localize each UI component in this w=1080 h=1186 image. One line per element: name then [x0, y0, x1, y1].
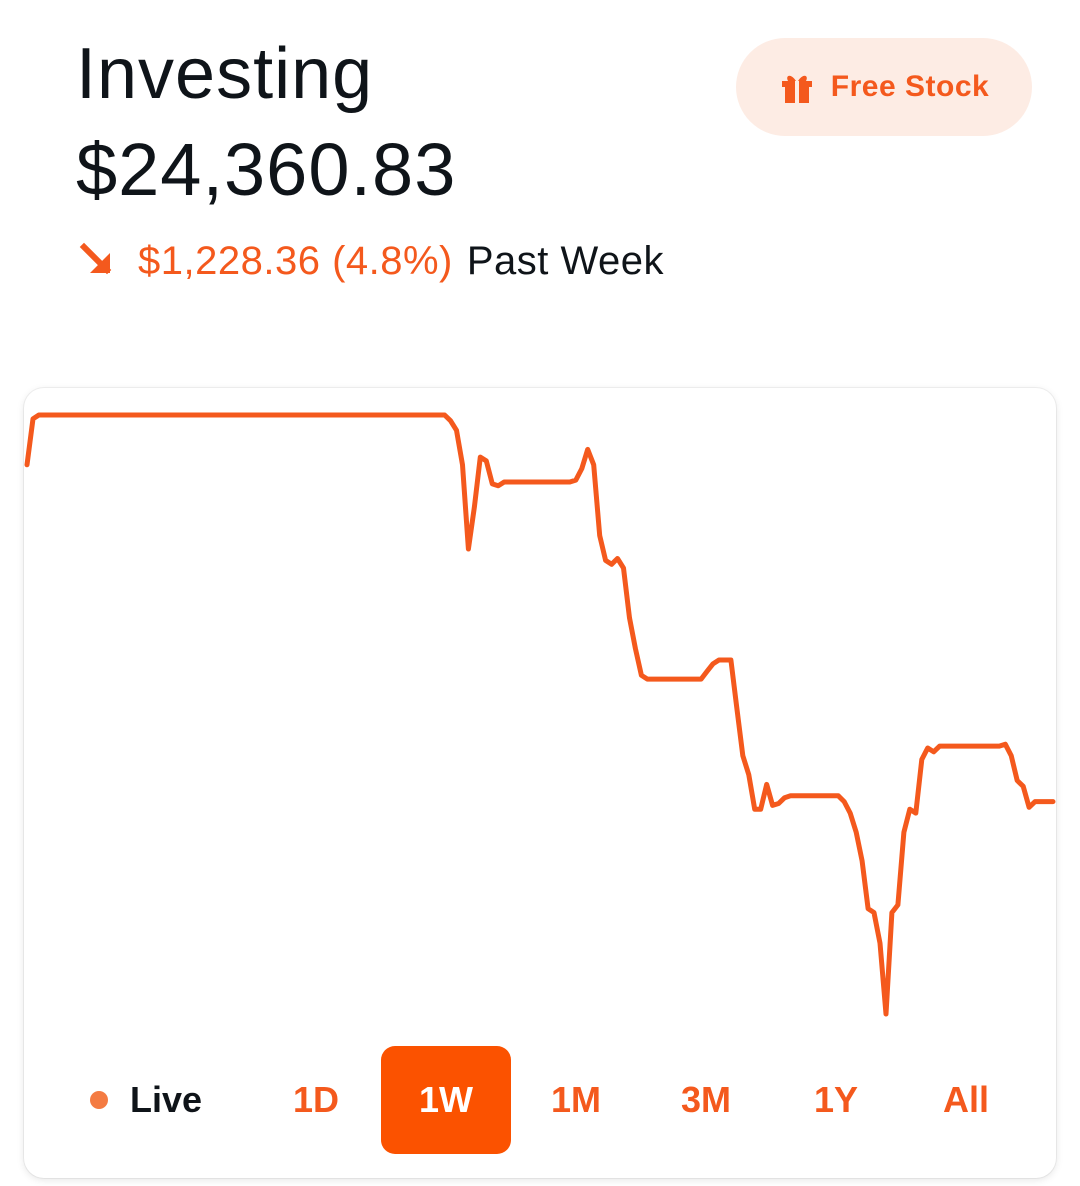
change-amount: $1,228.36 (4.8%) [138, 239, 453, 283]
range-1d-button[interactable]: 1D [292, 1079, 340, 1120]
portfolio-value-line [24, 412, 1056, 1017]
free-stock-button[interactable]: Free Stock [736, 38, 1032, 136]
range-1m-button[interactable]: 1M [550, 1079, 601, 1120]
time-range-selector: Live 1D 1W 1M 3M 1Y All [24, 1046, 1056, 1154]
performance-change: $1,228.36 (4.8%) Past Week [76, 236, 664, 286]
gift-icon [779, 69, 815, 105]
change-period: Past Week [466, 239, 665, 283]
live-dot-icon [90, 1091, 108, 1109]
portfolio-balance: $24,360.83 [76, 128, 457, 211]
range-3m-button[interactable]: 3M [680, 1079, 731, 1120]
range-1y-button[interactable]: 1Y [813, 1079, 859, 1120]
portfolio-header: Investing $24,360.83 $1,228.36 (4.8%) Pa… [76, 30, 1056, 290]
free-stock-label: Free Stock [830, 70, 990, 103]
portfolio-line-chart[interactable] [24, 388, 1056, 1048]
live-label: Live [130, 1079, 203, 1120]
page-title: Investing [76, 34, 374, 114]
range-1w-button[interactable]: 1W [381, 1046, 511, 1154]
arrow-down-right-icon [76, 239, 120, 283]
live-indicator: Live [90, 1046, 202, 1154]
portfolio-chart-card: Live 1D 1W 1M 3M 1Y All [24, 388, 1056, 1178]
range-all-button[interactable]: All [942, 1079, 989, 1120]
